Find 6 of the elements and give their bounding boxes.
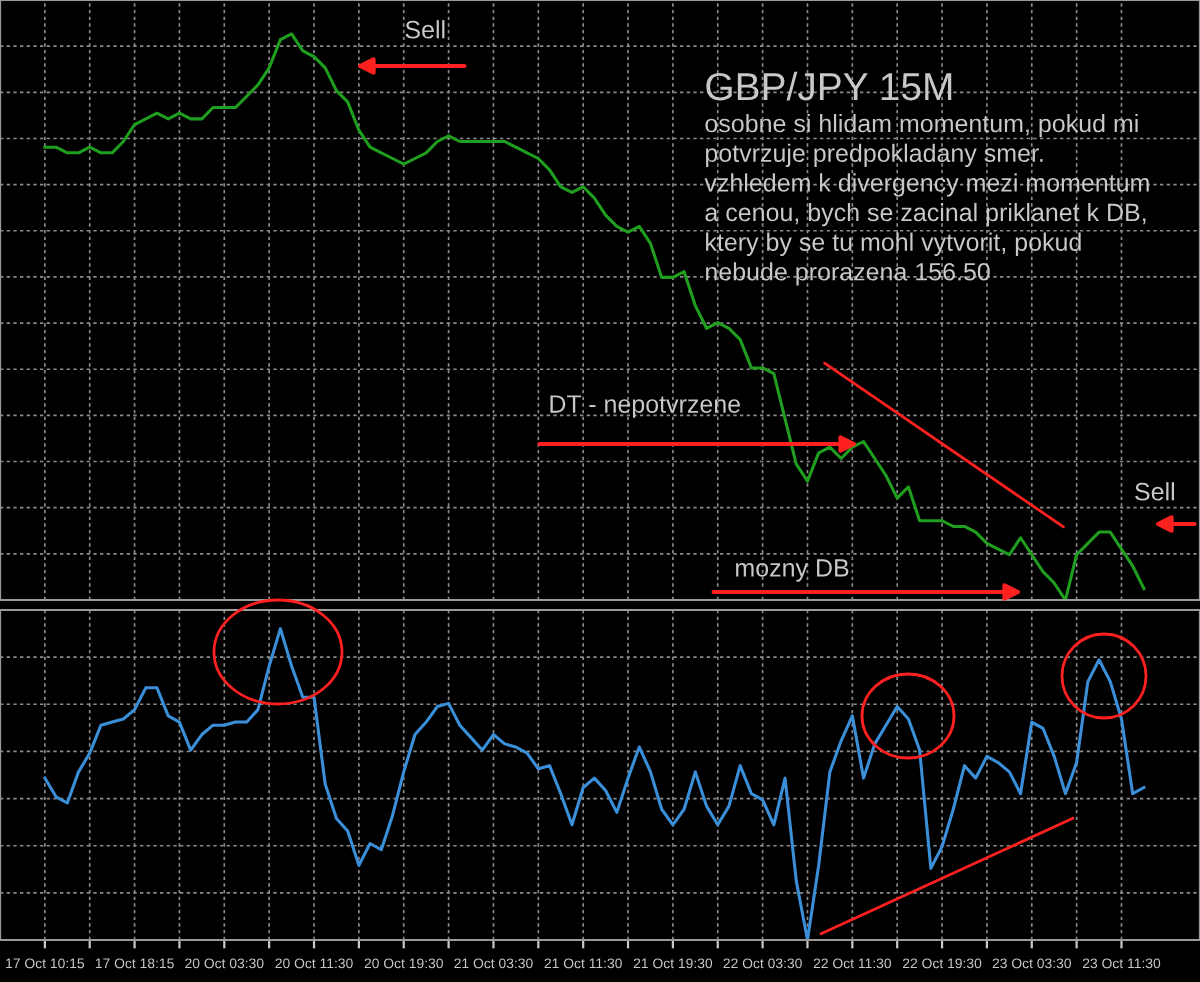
annotation: osobne si hlidam momentum, pokud mi potvrzuje predpokladany smer. vzhledem k divergency mezi momentum a cenou, bych se zacinal priklanet k DB, ktery by se tu mohl vytvorit, pokud nebude prorazena 156.50 [704, 114, 1149, 286]
annotation: Sell [405, 20, 445, 39]
annotation: GBP/JPY 15M [706, 71, 952, 101]
annotation: mozny DB [736, 559, 849, 582]
annotation: DT - nepotvrzene [550, 395, 740, 418]
annotation: Sell [1135, 482, 1175, 501]
